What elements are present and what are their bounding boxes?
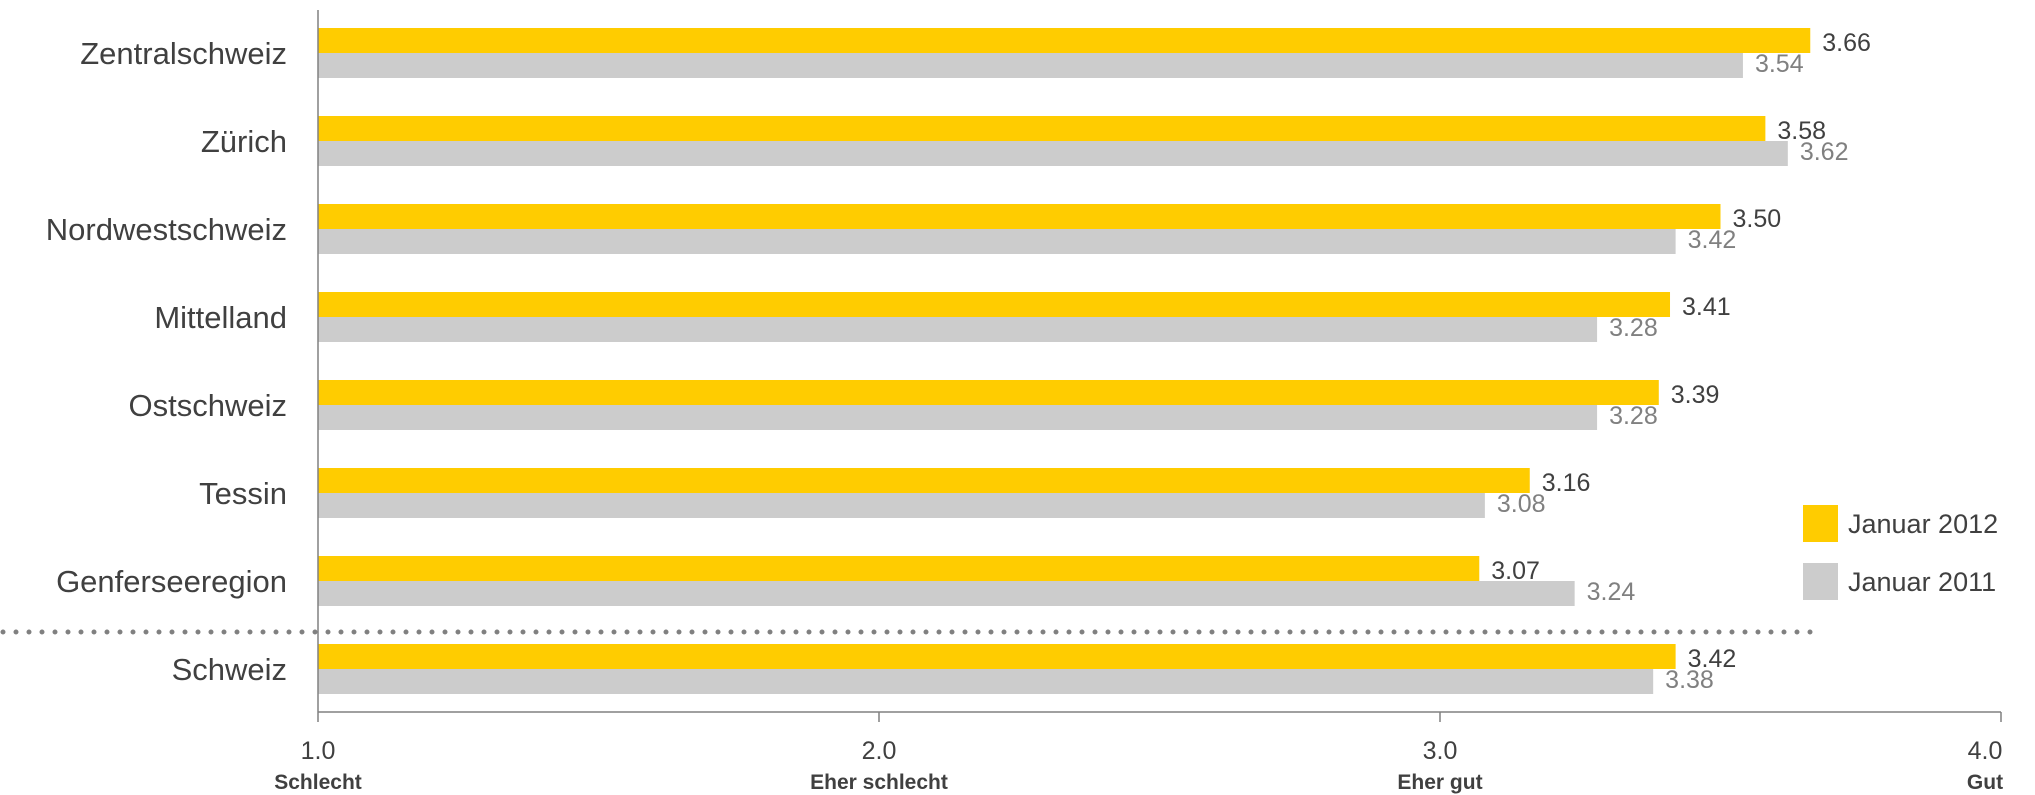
category-label-z-rich: Zürich — [201, 124, 287, 159]
x-tick-label-2.0: 2.0 — [862, 737, 897, 765]
x-tick-desc-2.0: Eher schlecht — [810, 771, 948, 794]
value-label-jan2011-mittelland: 3.28 — [1609, 314, 1658, 342]
legend-swatch-jan2011 — [1803, 563, 1838, 600]
category-label-schweiz: Schweiz — [172, 652, 287, 687]
bar-jan2011-nordwestschweiz — [318, 229, 1676, 254]
value-label-jan2011-z-rich: 3.62 — [1800, 138, 1849, 166]
bar-jan2012-genferseeregion — [318, 556, 1479, 581]
x-tick-desc-1.0: Schlecht — [274, 771, 362, 794]
value-label-jan2011-tessin: 3.08 — [1497, 490, 1546, 518]
x-tick-desc-4.0: Gut — [1967, 771, 2003, 794]
value-label-jan2012-genferseeregion: 3.07 — [1491, 557, 1540, 585]
value-label-jan2012-nordwestschweiz: 3.50 — [1733, 205, 1782, 233]
value-label-jan2012-ostschweiz: 3.39 — [1671, 381, 1720, 409]
bar-jan2011-ostschweiz — [318, 405, 1597, 430]
bar-jan2012-mittelland — [318, 292, 1670, 317]
value-label-jan2011-nordwestschweiz: 3.42 — [1688, 226, 1737, 254]
bar-jan2011-mittelland — [318, 317, 1597, 342]
bar-jan2011-zentralschweiz — [318, 53, 1743, 78]
value-label-jan2012-tessin: 3.16 — [1542, 469, 1591, 497]
bar-jan2012-tessin — [318, 468, 1530, 493]
bar-jan2011-schweiz — [318, 669, 1653, 694]
category-label-nordwestschweiz: Nordwestschweiz — [46, 212, 287, 247]
value-label-jan2011-genferseeregion: 3.24 — [1587, 578, 1636, 606]
bar-jan2012-schweiz — [318, 644, 1676, 669]
category-label-zentralschweiz: Zentralschweiz — [80, 36, 287, 71]
x-tick-label-3.0: 3.0 — [1423, 737, 1458, 765]
value-label-jan2011-zentralschweiz: 3.54 — [1755, 50, 1804, 78]
x-tick-label-4.0: 4.0 — [1968, 737, 2003, 765]
legend-swatch-jan2012 — [1803, 505, 1838, 542]
value-label-jan2011-ostschweiz: 3.28 — [1609, 402, 1658, 430]
bar-jan2012-ostschweiz — [318, 380, 1659, 405]
category-label-mittelland: Mittelland — [154, 300, 287, 335]
legend-label-jan2011: Januar 2011 — [1848, 567, 1996, 597]
category-label-genferseeregion: Genferseeregion — [56, 564, 287, 599]
value-label-jan2012-zentralschweiz: 3.66 — [1822, 29, 1871, 57]
bar-jan2012-z-rich — [318, 116, 1765, 141]
value-label-jan2011-schweiz: 3.38 — [1665, 666, 1714, 694]
legend: Januar 2012 Januar 2011 — [1803, 505, 1998, 600]
category-label-ostschweiz: Ostschweiz — [129, 388, 287, 423]
category-label-tessin: Tessin — [199, 476, 287, 511]
bar-jan2011-genferseeregion — [318, 581, 1575, 606]
bar-jan2011-tessin — [318, 493, 1485, 518]
bar-jan2012-nordwestschweiz — [318, 204, 1721, 229]
bar-jan2012-zentralschweiz — [318, 28, 1810, 53]
x-tick-label-1.0: 1.0 — [301, 737, 336, 765]
legend-label-jan2012: Januar 2012 — [1848, 509, 1998, 539]
bar-jan2011-z-rich — [318, 141, 1788, 166]
x-tick-desc-3.0: Eher gut — [1397, 771, 1482, 794]
value-label-jan2012-mittelland: 3.41 — [1682, 293, 1731, 321]
